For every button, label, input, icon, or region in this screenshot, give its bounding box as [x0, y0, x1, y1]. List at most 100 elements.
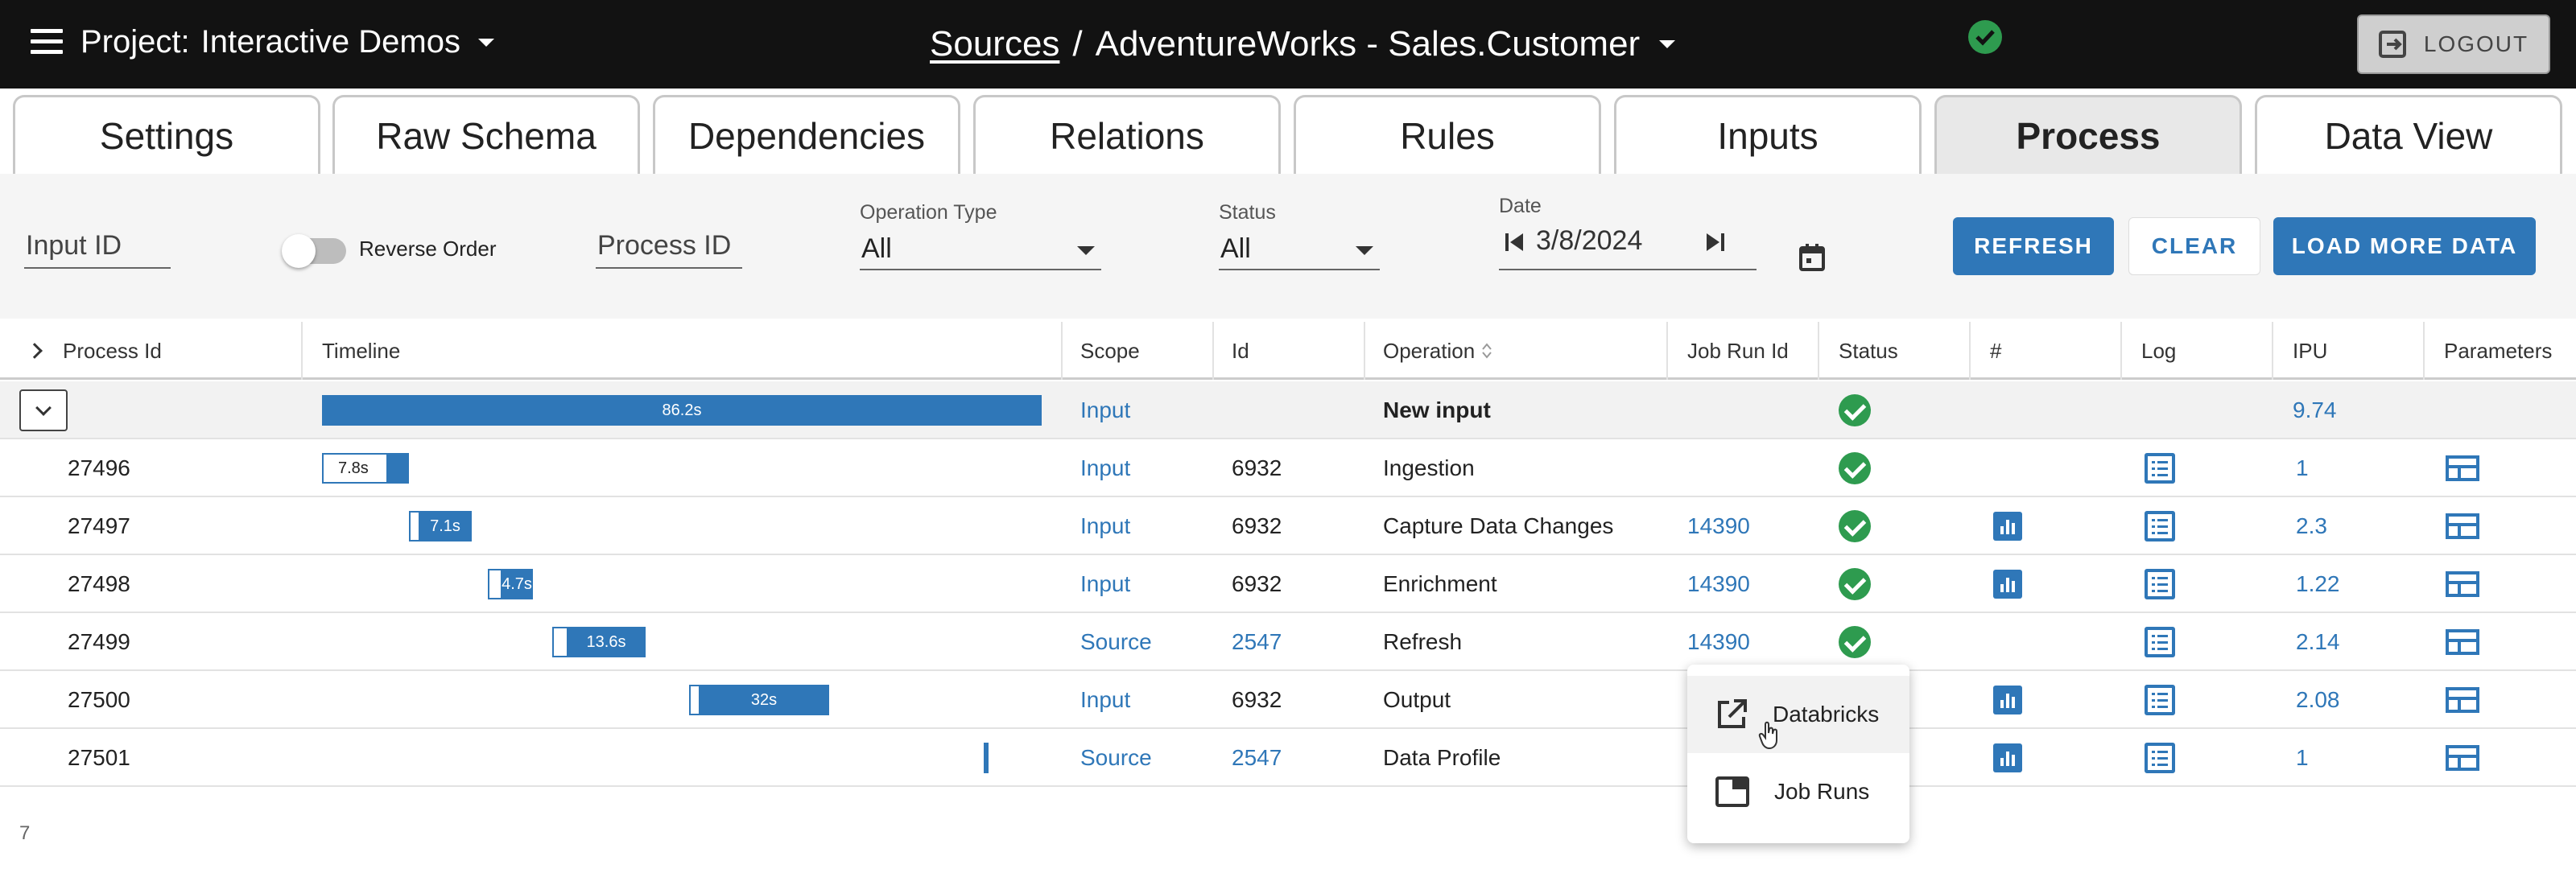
parameters-cell[interactable]: [2446, 439, 2479, 497]
scope-link[interactable]: Input: [1080, 397, 1131, 422]
job-run-id-link[interactable]: 14390: [1687, 571, 1750, 596]
job-run-id-link[interactable]: 14390: [1687, 629, 1750, 654]
tab-data-view[interactable]: Data View: [2255, 95, 2562, 174]
parameters-table-icon[interactable]: [2446, 455, 2479, 481]
scope-link[interactable]: Source: [1080, 745, 1152, 770]
column-header-operation[interactable]: Operation: [1383, 322, 1492, 380]
date-field[interactable]: 3/8/2024: [1499, 222, 1757, 270]
process-id-field[interactable]: Process ID: [596, 224, 742, 269]
clear-button[interactable]: CLEAR: [2128, 217, 2260, 275]
input-id-field[interactable]: Input ID: [24, 224, 171, 269]
column-header-parameters[interactable]: Parameters: [2444, 338, 2553, 363]
ipu-link[interactable]: 2.14: [2296, 629, 2340, 654]
tab-settings[interactable]: Settings: [13, 95, 320, 174]
bar-chart-icon[interactable]: [1993, 686, 2022, 714]
menu-item-databricks[interactable]: Databricks: [1687, 676, 1909, 753]
breadcrumb-sources-link[interactable]: Sources: [930, 24, 1060, 64]
parameters-table-icon[interactable]: [2446, 629, 2479, 655]
column-header-ipu[interactable]: IPU: [2293, 338, 2328, 363]
bar-chart-icon[interactable]: [1993, 743, 2022, 772]
count-cell[interactable]: [1993, 497, 2022, 555]
log-cell[interactable]: [2145, 497, 2175, 555]
menu-item-job-runs[interactable]: Job Runs: [1687, 753, 1909, 830]
column-header-scope[interactable]: Scope: [1080, 338, 1140, 363]
log-cell[interactable]: [2145, 439, 2175, 497]
column-header-process-id[interactable]: Process Id: [63, 338, 162, 363]
tab-rules[interactable]: Rules: [1294, 95, 1601, 174]
parameters-table-icon[interactable]: [2446, 687, 2479, 713]
operation-type-select[interactable]: All: [860, 229, 1101, 270]
ipu-link[interactable]: 1: [2296, 745, 2309, 770]
tab-process[interactable]: Process: [1934, 95, 2242, 174]
parameters-cell[interactable]: [2446, 613, 2479, 671]
log-list-icon[interactable]: [2145, 743, 2175, 773]
count-cell[interactable]: [1993, 555, 2022, 613]
id-link[interactable]: 2547: [1232, 745, 1282, 770]
column-header-count[interactable]: #: [1990, 338, 2002, 363]
collapse-group-button[interactable]: [19, 389, 68, 431]
log-cell[interactable]: [2145, 671, 2175, 729]
column-header-status[interactable]: Status: [1839, 338, 1898, 363]
process-id-cell: 27497: [68, 513, 130, 538]
column-header-log[interactable]: Log: [2141, 338, 2177, 363]
tab-inputs[interactable]: Inputs: [1614, 95, 1922, 174]
project-selector[interactable]: Project: Interactive Demos: [80, 24, 494, 60]
scope-link[interactable]: Source: [1080, 629, 1152, 654]
column-header-id[interactable]: Id: [1232, 338, 1249, 363]
ipu-link[interactable]: 2.3: [2296, 513, 2327, 538]
ipu-link[interactable]: 2.08: [2296, 687, 2340, 712]
refresh-button[interactable]: REFRESH: [1953, 217, 2114, 275]
column-divider: [1061, 322, 1063, 380]
column-header-timeline[interactable]: Timeline: [322, 338, 401, 363]
parameters-table-icon[interactable]: [2446, 571, 2479, 597]
skip-next-icon[interactable]: [1703, 230, 1726, 254]
ipu-link[interactable]: 1: [2296, 455, 2309, 480]
expand-all-toggle[interactable]: [27, 322, 43, 380]
calendar-icon[interactable]: [1798, 243, 1826, 272]
breadcrumb-current[interactable]: AdventureWorks - Sales.Customer: [1095, 24, 1641, 64]
date-label: Date: [1499, 195, 1542, 217]
log-cell[interactable]: [2145, 555, 2175, 613]
tab-relations[interactable]: Relations: [973, 95, 1281, 174]
hamburger-menu-icon[interactable]: [31, 29, 63, 58]
load-more-data-button[interactable]: LOAD MORE DATA: [2273, 217, 2536, 275]
count-cell[interactable]: [1993, 729, 2022, 787]
table-group-row[interactable]: 86.2s Input New input 9.74: [0, 381, 2576, 439]
scope-link[interactable]: Input: [1080, 571, 1131, 596]
parameters-cell[interactable]: [2446, 497, 2479, 555]
logout-icon: [2378, 31, 2406, 58]
scope-link[interactable]: Input: [1080, 687, 1131, 712]
parameters-cell[interactable]: [2446, 729, 2479, 787]
status-cell: [1839, 555, 1871, 613]
bar-chart-icon[interactable]: [1993, 570, 2022, 599]
log-list-icon[interactable]: [2145, 569, 2175, 599]
column-header-job-run-id[interactable]: Job Run Id: [1687, 338, 1789, 363]
parameters-cell[interactable]: [2446, 555, 2479, 613]
timeline-wait-segment: [552, 627, 568, 657]
reverse-order-toggle[interactable]: [282, 234, 346, 268]
id-link[interactable]: 2547: [1232, 629, 1282, 654]
timeline-wait-segment: [322, 453, 388, 484]
bar-chart-icon[interactable]: [1993, 512, 2022, 541]
log-list-icon[interactable]: [2145, 685, 2175, 715]
row-count: 7: [19, 822, 31, 844]
log-cell[interactable]: [2145, 729, 2175, 787]
log-cell[interactable]: [2145, 613, 2175, 671]
tab-dependencies[interactable]: Dependencies: [653, 95, 960, 174]
skip-previous-icon[interactable]: [1504, 230, 1526, 254]
scope-link[interactable]: Input: [1080, 513, 1131, 538]
logout-button[interactable]: LOGOUT: [2357, 14, 2550, 74]
count-cell[interactable]: [1993, 671, 2022, 729]
ipu-link[interactable]: 1.22: [2296, 571, 2340, 596]
parameters-table-icon[interactable]: [2446, 513, 2479, 539]
scope-link[interactable]: Input: [1080, 455, 1131, 480]
status-select[interactable]: All: [1219, 229, 1380, 270]
log-list-icon[interactable]: [2145, 627, 2175, 657]
job-run-id-link[interactable]: 14390: [1687, 513, 1750, 538]
ipu-link[interactable]: 9.74: [2293, 397, 2337, 422]
parameters-table-icon[interactable]: [2446, 745, 2479, 771]
parameters-cell[interactable]: [2446, 671, 2479, 729]
tab-raw-schema[interactable]: Raw Schema: [332, 95, 640, 174]
log-list-icon[interactable]: [2145, 453, 2175, 484]
log-list-icon[interactable]: [2145, 511, 2175, 542]
